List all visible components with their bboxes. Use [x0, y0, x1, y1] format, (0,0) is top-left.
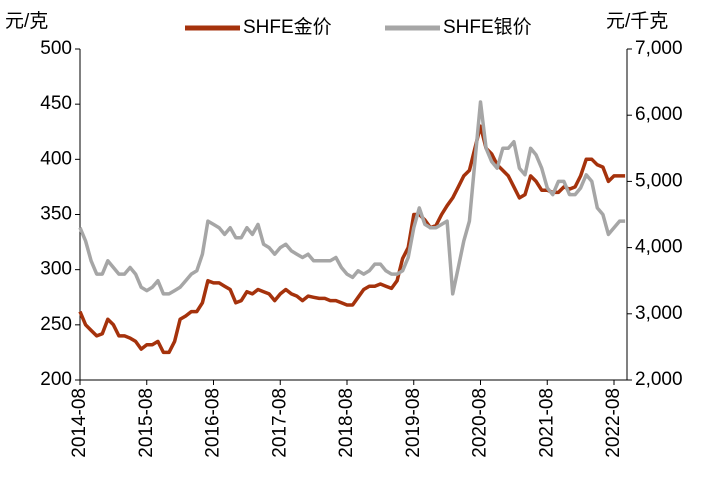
x-tick-label: 2021-08 — [536, 388, 557, 458]
y-tick-label: 500 — [40, 38, 72, 59]
y2-tick-label: 3,000 — [635, 303, 683, 324]
x-tick-label: 2019-08 — [403, 388, 424, 458]
x-tick-label: 2014-08 — [69, 388, 90, 458]
series-line — [78, 124, 626, 355]
y-tick-label: 400 — [40, 148, 72, 169]
y2-tick-label: 7,000 — [635, 38, 683, 59]
x-tick-label: 2015-08 — [136, 388, 157, 458]
series-line — [78, 100, 626, 296]
y2-tick-label: 4,000 — [635, 237, 683, 258]
x-tick-label: 2022-08 — [603, 388, 624, 458]
x-tick-label: 2017-08 — [269, 388, 290, 458]
x-tick-label: 2016-08 — [203, 388, 224, 458]
legend-label: SHFE银价 — [443, 16, 532, 38]
y-tick-label: 250 — [40, 314, 72, 335]
y-axis-label: 元/克 — [5, 10, 48, 32]
y-tick-label: 350 — [40, 204, 72, 225]
y2-tick-label: 2,000 — [635, 369, 683, 390]
y2-axis-label: 元/千克 — [606, 10, 668, 32]
y2-tick-label: 6,000 — [635, 104, 683, 125]
y-tick-label: 450 — [40, 93, 72, 114]
legend-label: SHFE金价 — [243, 16, 332, 38]
x-tick-label: 2018-08 — [336, 388, 357, 458]
y2-tick-label: 5,000 — [635, 170, 683, 191]
x-tick-label: 2020-08 — [470, 388, 491, 458]
y-tick-label: 300 — [40, 259, 72, 280]
y-tick-label: 200 — [40, 369, 72, 390]
